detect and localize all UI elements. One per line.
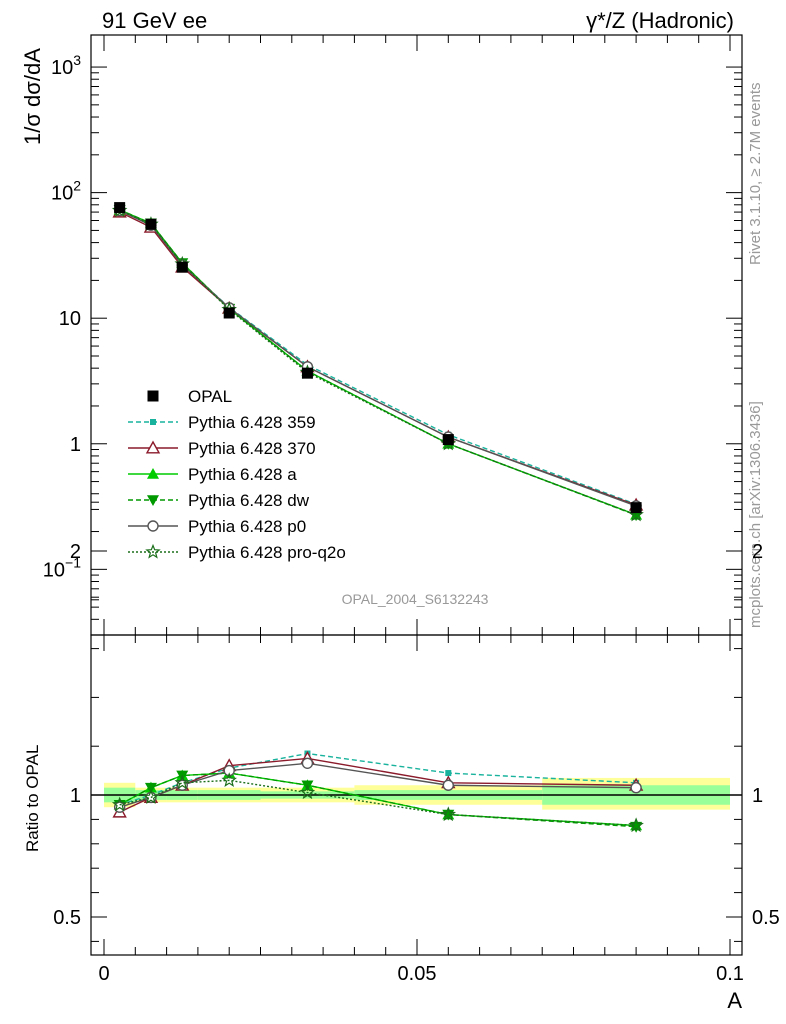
- y-tick-label-ratio: 2: [70, 541, 81, 563]
- series-point-ratio: [628, 817, 644, 833]
- data-point: [114, 202, 126, 214]
- legend-label: Pythia 6.428 a: [188, 465, 297, 484]
- series-lines: [111, 202, 644, 833]
- data-point: [145, 218, 157, 230]
- analysis-watermark: OPAL_2004_S6132243: [342, 591, 489, 607]
- legend-marker: [147, 520, 159, 532]
- data-point: [442, 434, 454, 446]
- series-line-main: [119, 211, 637, 506]
- y-axis-title-main: 1/σ dσ/dA: [20, 48, 45, 145]
- y-tick-label-main: 10: [59, 308, 81, 330]
- series-point-ratio: [223, 764, 235, 777]
- data-point: [223, 307, 235, 319]
- series-point-ratio: [301, 757, 314, 769]
- y-tick-label-ratio-right: 0.5: [752, 907, 780, 929]
- x-tick-label: 0: [98, 963, 109, 985]
- y-tick-label-main: 102: [51, 178, 81, 205]
- series-point-ratio: [630, 781, 642, 794]
- x-axis-title: A: [727, 988, 742, 1013]
- legend-marker: [145, 440, 161, 454]
- legend-marker-data: [147, 390, 159, 402]
- legend-label: Pythia 6.428 pro-q2o: [188, 543, 346, 562]
- series-point-ratio: [221, 772, 237, 787]
- legend: OPAL Pythia 6.428 359 Pythia 6.428 370 Pyth…: [128, 387, 346, 562]
- legend-label: Pythia 6.428 dw: [188, 491, 310, 510]
- mcplots-label: mcplots.cern.ch [arXiv:1306.3436]: [747, 401, 764, 628]
- y-tick-label-ratio: 0.5: [53, 907, 81, 929]
- data-point: [176, 261, 188, 273]
- legend-label: Pythia 6.428 p0: [188, 517, 306, 536]
- legend-marker: [150, 419, 156, 425]
- series-point-ratio: [111, 796, 128, 812]
- series-point-ratio: [143, 789, 159, 805]
- series-point-ratio: [445, 770, 452, 777]
- legend-label-data: OPAL: [188, 387, 232, 406]
- series-point-ratio: [299, 784, 316, 800]
- series-point-ratio: [144, 782, 157, 794]
- ratio-frame: [90, 634, 743, 956]
- y-axis-title-ratio: Ratio to OPAL: [23, 745, 42, 852]
- y-tick-label-ratio: 1: [70, 785, 81, 807]
- y-tick-label-ratio-right: 2: [752, 541, 763, 563]
- x-tick-label: 0.1: [716, 963, 744, 985]
- y-tick-label-ratio-right: 1: [752, 785, 763, 807]
- y-tick-label-main: 10−1: [43, 554, 81, 581]
- energy-label: 91 GeV ee: [102, 8, 207, 33]
- series-point-ratio: [174, 774, 191, 790]
- series-point-ratio: [440, 806, 457, 822]
- legend-marker: [145, 543, 161, 559]
- legend-marker: [147, 495, 159, 506]
- series-point-ratio: [442, 779, 454, 791]
- series-line-main: [119, 209, 637, 505]
- rivet-label: Rivet 3.1.10, ≥ 2.7M events: [747, 83, 764, 266]
- data-point: [301, 367, 313, 379]
- data-point: [630, 502, 642, 514]
- process-label: γ*/Z (Hadronic): [586, 8, 734, 33]
- series-line-main: [119, 209, 637, 507]
- series-point-ratio: [630, 821, 643, 833]
- legend-marker: [147, 468, 159, 479]
- legend-label: Pythia 6.428 359: [188, 413, 316, 432]
- legend-label: Pythia 6.428 370: [188, 439, 316, 458]
- y-tick-label-main: 103: [51, 52, 81, 79]
- y-tick-label-main: 1: [70, 434, 81, 456]
- x-tick-label: 0.05: [398, 963, 437, 985]
- series-line-ratio: [119, 779, 637, 827]
